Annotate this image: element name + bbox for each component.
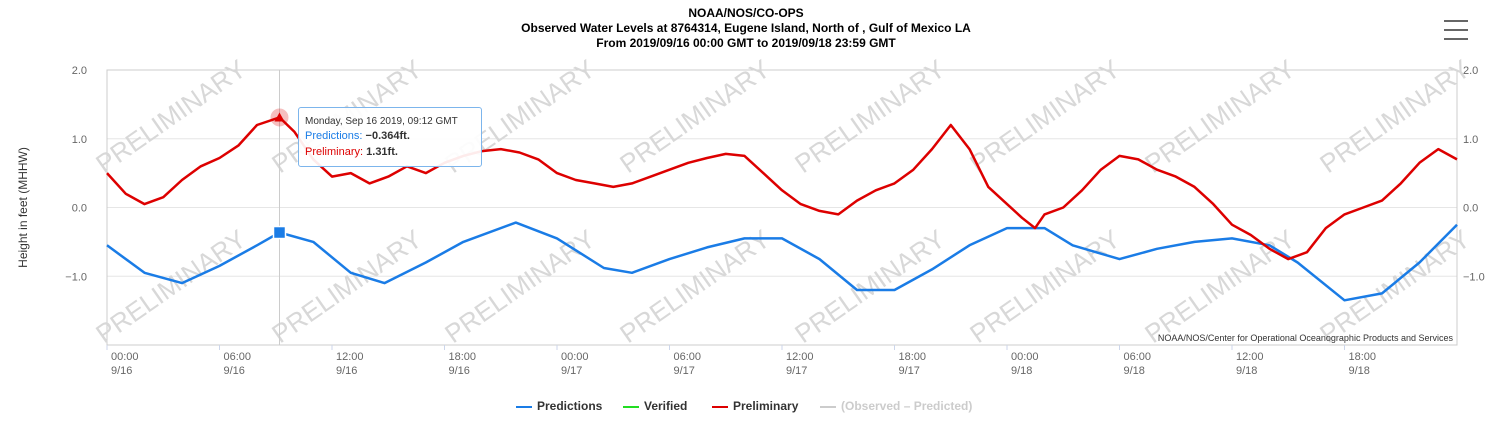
preliminary-watermark: PRELIMINARY [266,224,427,349]
chart-subtitle-range: From 2019/09/16 00:00 GMT to 2019/09/18 … [596,36,896,50]
x-tick-label-date: 9/16 [449,365,470,377]
tooltip-prediction-row: Predictions: −0.364ft. [305,130,410,142]
x-tick-label-time: 06:00 [224,351,252,363]
preliminary-watermark: PRELIMINARY [964,224,1125,349]
hamburger-menu-icon[interactable] [1440,14,1472,46]
preliminary-watermark: PRELIMINARY [1139,54,1300,179]
x-tick-label-date: 9/17 [899,365,920,377]
x-tick-label-time: 12:00 [1236,351,1264,363]
tooltip-prediction-label: Predictions: [305,130,363,142]
preliminary-point-marker [274,112,285,122]
preliminary-watermark: PRELIMINARY [789,224,950,349]
legend-swatch [712,406,728,408]
x-tick-label-date: 9/18 [1236,365,1257,377]
legend-label: (Observed – Predicted) [841,399,973,413]
preliminary-watermark: PRELIMINARY [614,224,775,349]
water-level-chart: 2.0 2.0 1.0 1.0 0.0 0.0 −1.0 −1.0 00:00 9/16 06:00… [16,54,1485,377]
x-tick-label-time: 18:00 [449,351,477,363]
preliminary-watermark: PRELIMINARY [1314,224,1475,349]
series-line-predictions [106,221,1458,302]
chart-title-block: NOAA/NOS/CO-OPS Observed Water Levels at… [0,6,1492,51]
menu-bar-line [1444,29,1468,31]
legend-label: Predictions [537,399,603,413]
x-tick-label-time: 06:00 [1124,351,1152,363]
x-tick-label-date: 9/17 [786,365,807,377]
series-line-preliminary [106,116,1458,261]
tooltip-heading: Monday, Sep 16 2019, 09:12 GMT [305,116,458,127]
tooltip-preliminary-label: Preliminary: [305,146,364,158]
tooltip-prediction-value: −0.364ft. [365,130,410,142]
x-tick-label-date: 9/17 [561,365,582,377]
chart-credit: NOAA/NOS/Center for Operational Oceanogr… [1158,333,1454,343]
preliminary-watermark: PRELIMINARY [90,54,251,179]
preliminary-watermark: PRELIMINARY [1139,224,1300,349]
x-tick-label-time: 00:00 [111,351,139,363]
y-tick-label-right: 2.0 [1463,65,1478,77]
y-tick-label: 1.0 [72,134,87,146]
x-tick-label-time: 00:00 [1011,351,1039,363]
x-tick-label-time: 00:00 [561,351,589,363]
y-tick-label: 0.0 [72,203,87,215]
menu-bar-line [1444,38,1468,40]
preliminary-watermark: PRELIMINARY [789,54,950,179]
x-tick-label-time: 12:00 [786,351,814,363]
chart-legend: Predictions Verified Preliminary (Observ… [0,398,1492,418]
chart-tooltip: Monday, Sep 16 2019, 09:12 GMT Predictio… [298,107,482,167]
preliminary-watermark: PRELIMINARY [964,54,1125,179]
y-tick-label: 2.0 [72,65,87,77]
y-axis-title: Height in feet (MHHW) [16,147,30,268]
menu-bar-line [1444,20,1468,22]
tooltip-preliminary-value: 1.31ft. [366,146,398,158]
legend-label: Verified [644,399,688,413]
x-tick-label-date: 9/16 [111,365,132,377]
legend-label: Preliminary [733,399,799,413]
legend-swatch [516,406,532,408]
preliminary-watermark: PRELIMINARY [1314,54,1475,179]
y-tick-label-right: −1.0 [1463,271,1485,283]
x-tick-label-time: 18:00 [899,351,927,363]
y-tick-label-right: 1.0 [1463,134,1478,146]
chart-subtitle-station: Observed Water Levels at 8764314, Eugene… [521,21,971,35]
x-tick-label-time: 06:00 [674,351,702,363]
legend-swatch [623,406,639,408]
chart-title: NOAA/NOS/CO-OPS [688,6,804,20]
tooltip-preliminary-row: Preliminary: 1.31ft. [305,146,398,158]
x-tick-label-time: 18:00 [1349,351,1377,363]
y-tick-label-right: 0.0 [1463,203,1478,215]
x-tick-label-date: 9/16 [224,365,245,377]
x-tick-label-time: 12:00 [336,351,364,363]
prediction-point-marker [272,225,287,240]
preliminary-watermark: PRELIMINARY [90,224,251,349]
legend-swatch [820,406,836,408]
x-tick-label-date: 9/16 [336,365,357,377]
x-tick-label-date: 9/18 [1124,365,1145,377]
x-tick-label-date: 9/17 [674,365,695,377]
x-tick-label-date: 9/18 [1011,365,1032,377]
x-tick-label-date: 9/18 [1349,365,1370,377]
y-tick-label: −1.0 [65,271,87,283]
